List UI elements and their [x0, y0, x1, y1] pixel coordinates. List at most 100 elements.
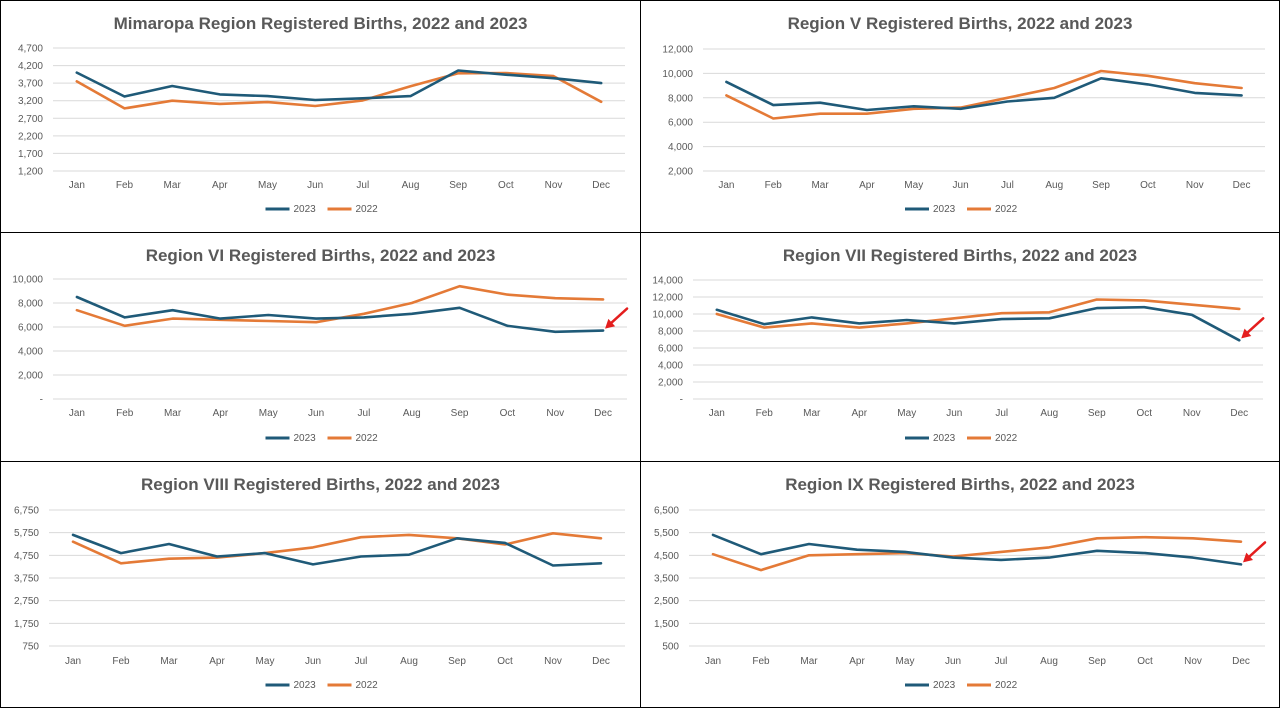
x-tick-label: Aug — [1045, 180, 1063, 191]
x-tick-label: Aug — [1040, 656, 1058, 667]
x-tick-label: Aug — [402, 180, 420, 191]
x-tick-label: Apr — [851, 408, 867, 419]
x-tick-label: Dec — [594, 408, 612, 419]
legend-label: 2023 — [294, 433, 317, 444]
legend-label: 2022 — [995, 204, 1018, 215]
legend-label: 2023 — [294, 680, 317, 691]
chart-panel: Region IX Registered Births, 2022 and 20… — [640, 461, 1280, 708]
x-tick-label: May — [256, 656, 275, 667]
x-tick-label: Apr — [859, 180, 875, 191]
x-tick-label: Jan — [65, 656, 81, 667]
x-tick-label: Feb — [765, 180, 783, 191]
series-line-2023 — [711, 533, 1243, 566]
series-line-2022 — [711, 535, 1243, 572]
annotation-arrow — [1241, 317, 1265, 339]
x-tick-label: May — [896, 656, 915, 667]
x-tick-label: Jul — [995, 656, 1008, 667]
series-line-2022 — [75, 71, 603, 110]
series-line-2023 — [725, 77, 1243, 112]
series-line-2023 — [75, 295, 605, 334]
x-tick-label: Jul — [358, 408, 371, 419]
x-tick-label: Sep — [448, 656, 466, 667]
y-tick-label: 1,500 — [654, 619, 679, 630]
x-tick-label: Aug — [1040, 408, 1058, 419]
x-tick-label: Sep — [1088, 656, 1106, 667]
y-tick-label: 12,000 — [652, 293, 683, 304]
y-tick-label: 5,500 — [654, 528, 679, 539]
y-tick-label: - — [680, 395, 683, 406]
chart-svg: Mimaropa Region Registered Births, 2022 … — [18, 14, 625, 215]
y-tick-label: 10,000 — [662, 69, 693, 80]
x-tick-label: Nov — [1183, 408, 1201, 419]
y-tick-label: 1,700 — [18, 149, 43, 160]
x-tick-label: Mar — [164, 408, 182, 419]
x-tick-label: May — [259, 408, 278, 419]
x-tick-label: Oct — [497, 656, 513, 667]
legend-label: 2022 — [995, 680, 1018, 691]
x-tick-label: Sep — [1092, 180, 1110, 191]
x-tick-label: Apr — [209, 656, 225, 667]
chart-svg: Region IX Registered Births, 2022 and 20… — [654, 475, 1267, 691]
x-tick-label: Mar — [811, 180, 829, 191]
x-tick-label: Jul — [356, 180, 369, 191]
y-tick-label: 4,750 — [14, 551, 39, 562]
chart-panel: Region VI Registered Births, 2022 and 20… — [0, 232, 641, 462]
y-tick-label: 10,000 — [652, 310, 683, 321]
y-tick-label: 8,000 — [658, 327, 683, 338]
x-tick-label: Jul — [355, 656, 368, 667]
y-tick-label: 4,000 — [658, 361, 683, 372]
x-tick-label: Feb — [116, 180, 134, 191]
x-tick-label: Aug — [403, 408, 421, 419]
x-tick-label: Mar — [160, 656, 178, 667]
series-line-2022 — [75, 284, 605, 328]
x-tick-label: Nov — [1184, 656, 1202, 667]
legend-label: 2023 — [933, 680, 956, 691]
x-tick-label: Dec — [1232, 656, 1250, 667]
x-tick-label: Feb — [756, 408, 774, 419]
y-tick-label: 12,000 — [662, 45, 693, 56]
annotation-arrow — [1243, 541, 1267, 563]
x-tick-label: May — [897, 408, 916, 419]
x-tick-label: Sep — [451, 408, 469, 419]
legend-label: 2023 — [933, 204, 956, 215]
series-line-2022 — [715, 298, 1241, 329]
x-tick-label: Jun — [308, 408, 324, 419]
series-line-2023 — [715, 305, 1241, 342]
x-tick-label: Jun — [945, 656, 961, 667]
y-tick-label: - — [40, 395, 43, 406]
x-tick-label: Nov — [546, 408, 564, 419]
x-tick-label: Dec — [1233, 180, 1251, 191]
y-tick-label: 8,000 — [18, 299, 43, 310]
series-line-2023 — [71, 533, 603, 567]
x-tick-label: May — [258, 180, 277, 191]
y-tick-label: 6,750 — [14, 506, 39, 517]
chart-title: Region V Registered Births, 2022 and 202… — [788, 14, 1133, 33]
y-tick-label: 8,000 — [668, 93, 693, 104]
x-tick-label: Apr — [849, 656, 865, 667]
x-tick-label: Jun — [307, 180, 323, 191]
y-tick-label: 4,000 — [668, 142, 693, 153]
x-tick-label: Mar — [803, 408, 821, 419]
x-tick-label: Apr — [212, 180, 228, 191]
x-tick-label: Oct — [1136, 408, 1152, 419]
y-tick-label: 2,000 — [658, 378, 683, 389]
x-tick-label: Nov — [544, 656, 562, 667]
legend-label: 2022 — [995, 433, 1018, 444]
chart-title: Mimaropa Region Registered Births, 2022 … — [114, 14, 528, 33]
y-tick-label: 3,700 — [18, 79, 43, 90]
legend-label: 2022 — [356, 680, 379, 691]
x-tick-label: Apr — [213, 408, 229, 419]
x-tick-label: Jan — [69, 408, 85, 419]
x-tick-label: Dec — [592, 180, 610, 191]
x-tick-label: Sep — [449, 180, 467, 191]
chart-title: Region VII Registered Births, 2022 and 2… — [783, 246, 1137, 265]
series-line-2022 — [725, 69, 1243, 120]
annotation-arrow — [605, 307, 629, 329]
chart-title: Region VIII Registered Births, 2022 and … — [141, 475, 500, 494]
x-tick-label: Jan — [709, 408, 725, 419]
x-tick-label: Jun — [305, 656, 321, 667]
x-tick-label: Nov — [1186, 180, 1204, 191]
series-line-2022 — [71, 532, 603, 565]
x-tick-label: May — [904, 180, 923, 191]
